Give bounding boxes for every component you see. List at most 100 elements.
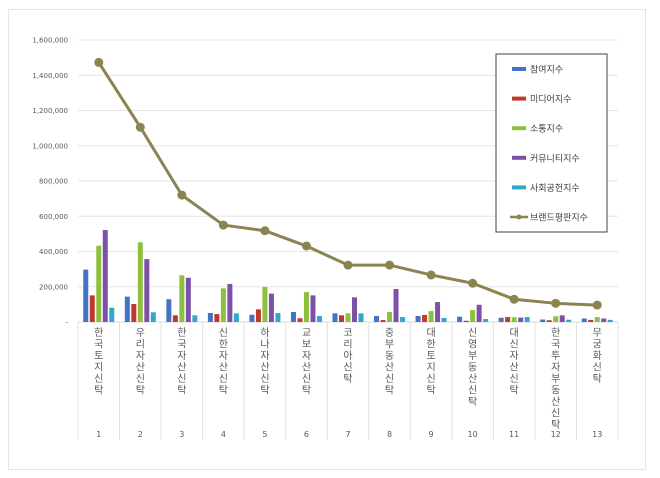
line-marker xyxy=(385,260,395,270)
bar xyxy=(150,312,156,322)
legend-swatch-icon xyxy=(512,67,526,71)
svg-text:자: 자 xyxy=(551,362,560,374)
svg-text:신: 신 xyxy=(510,373,519,385)
svg-text:국: 국 xyxy=(94,339,103,351)
svg-text:아: 아 xyxy=(343,350,352,362)
svg-text:한: 한 xyxy=(551,327,560,339)
svg-text:동: 동 xyxy=(551,385,560,397)
svg-text:교: 교 xyxy=(302,328,311,339)
svg-text:투: 투 xyxy=(551,350,560,362)
svg-text:대: 대 xyxy=(510,327,519,339)
line-marker xyxy=(301,241,311,251)
x-axis: 한국토지신탁1우리자산신탁2한국자산신탁3신한자산신탁4하나자산신탁5교보자산신… xyxy=(77,321,619,440)
rank-label: 11 xyxy=(509,430,519,439)
bar xyxy=(524,317,530,322)
svg-text:산: 산 xyxy=(136,362,145,374)
legend-swatch-icon xyxy=(512,185,526,190)
rank-label: 13 xyxy=(592,430,602,439)
svg-text:한: 한 xyxy=(177,327,186,339)
rank-label: 9 xyxy=(429,430,434,439)
svg-text:지: 지 xyxy=(426,362,435,374)
bar-series xyxy=(83,229,613,322)
bar xyxy=(227,283,233,322)
y-tick-label: 200,000 xyxy=(39,283,68,291)
svg-text:부: 부 xyxy=(551,374,560,385)
svg-text:탁: 탁 xyxy=(302,385,311,397)
svg-text:신: 신 xyxy=(302,373,311,385)
svg-text:토: 토 xyxy=(426,351,435,362)
line-marker xyxy=(468,278,478,288)
y-tick-label: 1,200,000 xyxy=(32,107,68,115)
svg-text:자: 자 xyxy=(136,350,145,362)
svg-text:신: 신 xyxy=(219,373,228,385)
svg-text:탁: 탁 xyxy=(385,385,394,397)
svg-text:자: 자 xyxy=(177,350,186,362)
legend-label: 참여지수 xyxy=(530,64,563,76)
bar xyxy=(303,292,309,322)
svg-text:보: 보 xyxy=(302,339,311,351)
line-marker xyxy=(426,270,436,280)
svg-text:신: 신 xyxy=(468,385,477,397)
bar xyxy=(607,319,613,322)
rank-label: 4 xyxy=(221,430,226,439)
svg-text:산: 산 xyxy=(468,373,477,385)
bar xyxy=(393,289,399,322)
bar xyxy=(476,304,482,322)
line-marker xyxy=(218,220,228,230)
svg-text:탁: 탁 xyxy=(593,373,602,385)
bar xyxy=(192,315,198,322)
bar xyxy=(505,317,511,322)
line-marker xyxy=(551,298,561,308)
svg-text:자: 자 xyxy=(260,350,269,362)
bar xyxy=(233,313,239,322)
bar xyxy=(179,275,185,322)
svg-text:신: 신 xyxy=(219,327,228,339)
svg-text:화: 화 xyxy=(593,350,602,362)
bar xyxy=(310,295,316,322)
svg-text:신: 신 xyxy=(385,373,394,385)
y-tick-label: 600,000 xyxy=(39,213,68,221)
bar xyxy=(358,313,364,322)
svg-text:대: 대 xyxy=(426,327,435,339)
svg-text:지: 지 xyxy=(94,362,103,374)
bar xyxy=(581,318,587,322)
legend-swatch-icon xyxy=(512,126,526,131)
bar xyxy=(96,245,102,322)
svg-text:코: 코 xyxy=(343,328,352,339)
svg-text:신: 신 xyxy=(510,339,519,351)
svg-text:산: 산 xyxy=(177,362,186,374)
legend-item: 미디어지수 xyxy=(512,94,571,105)
svg-text:중: 중 xyxy=(385,327,394,339)
svg-text:나: 나 xyxy=(260,339,269,351)
svg-text:자: 자 xyxy=(510,350,519,362)
bar xyxy=(255,309,261,322)
svg-text:산: 산 xyxy=(385,362,394,374)
svg-text:신: 신 xyxy=(551,408,560,420)
bar xyxy=(457,316,463,322)
svg-text:부: 부 xyxy=(468,351,477,362)
bar xyxy=(290,311,296,322)
svg-text:탁: 탁 xyxy=(94,385,103,397)
svg-text:자: 자 xyxy=(219,350,228,362)
bar xyxy=(137,242,143,322)
svg-text:탁: 탁 xyxy=(177,385,186,397)
legend-label: 사회공헌지수 xyxy=(530,183,580,194)
bar xyxy=(553,316,559,322)
svg-text:신: 신 xyxy=(94,373,103,385)
legend-item: 사회공헌지수 xyxy=(512,183,580,194)
legend-swatch-icon xyxy=(512,155,526,160)
bar xyxy=(518,317,524,322)
svg-text:탁: 탁 xyxy=(343,373,352,385)
line-marker xyxy=(343,260,353,270)
bar xyxy=(345,313,351,322)
svg-text:탁: 탁 xyxy=(219,385,228,397)
legend-label: 브랜드평판지수 xyxy=(530,213,588,224)
svg-text:하: 하 xyxy=(260,326,269,339)
svg-text:신: 신 xyxy=(177,373,186,385)
